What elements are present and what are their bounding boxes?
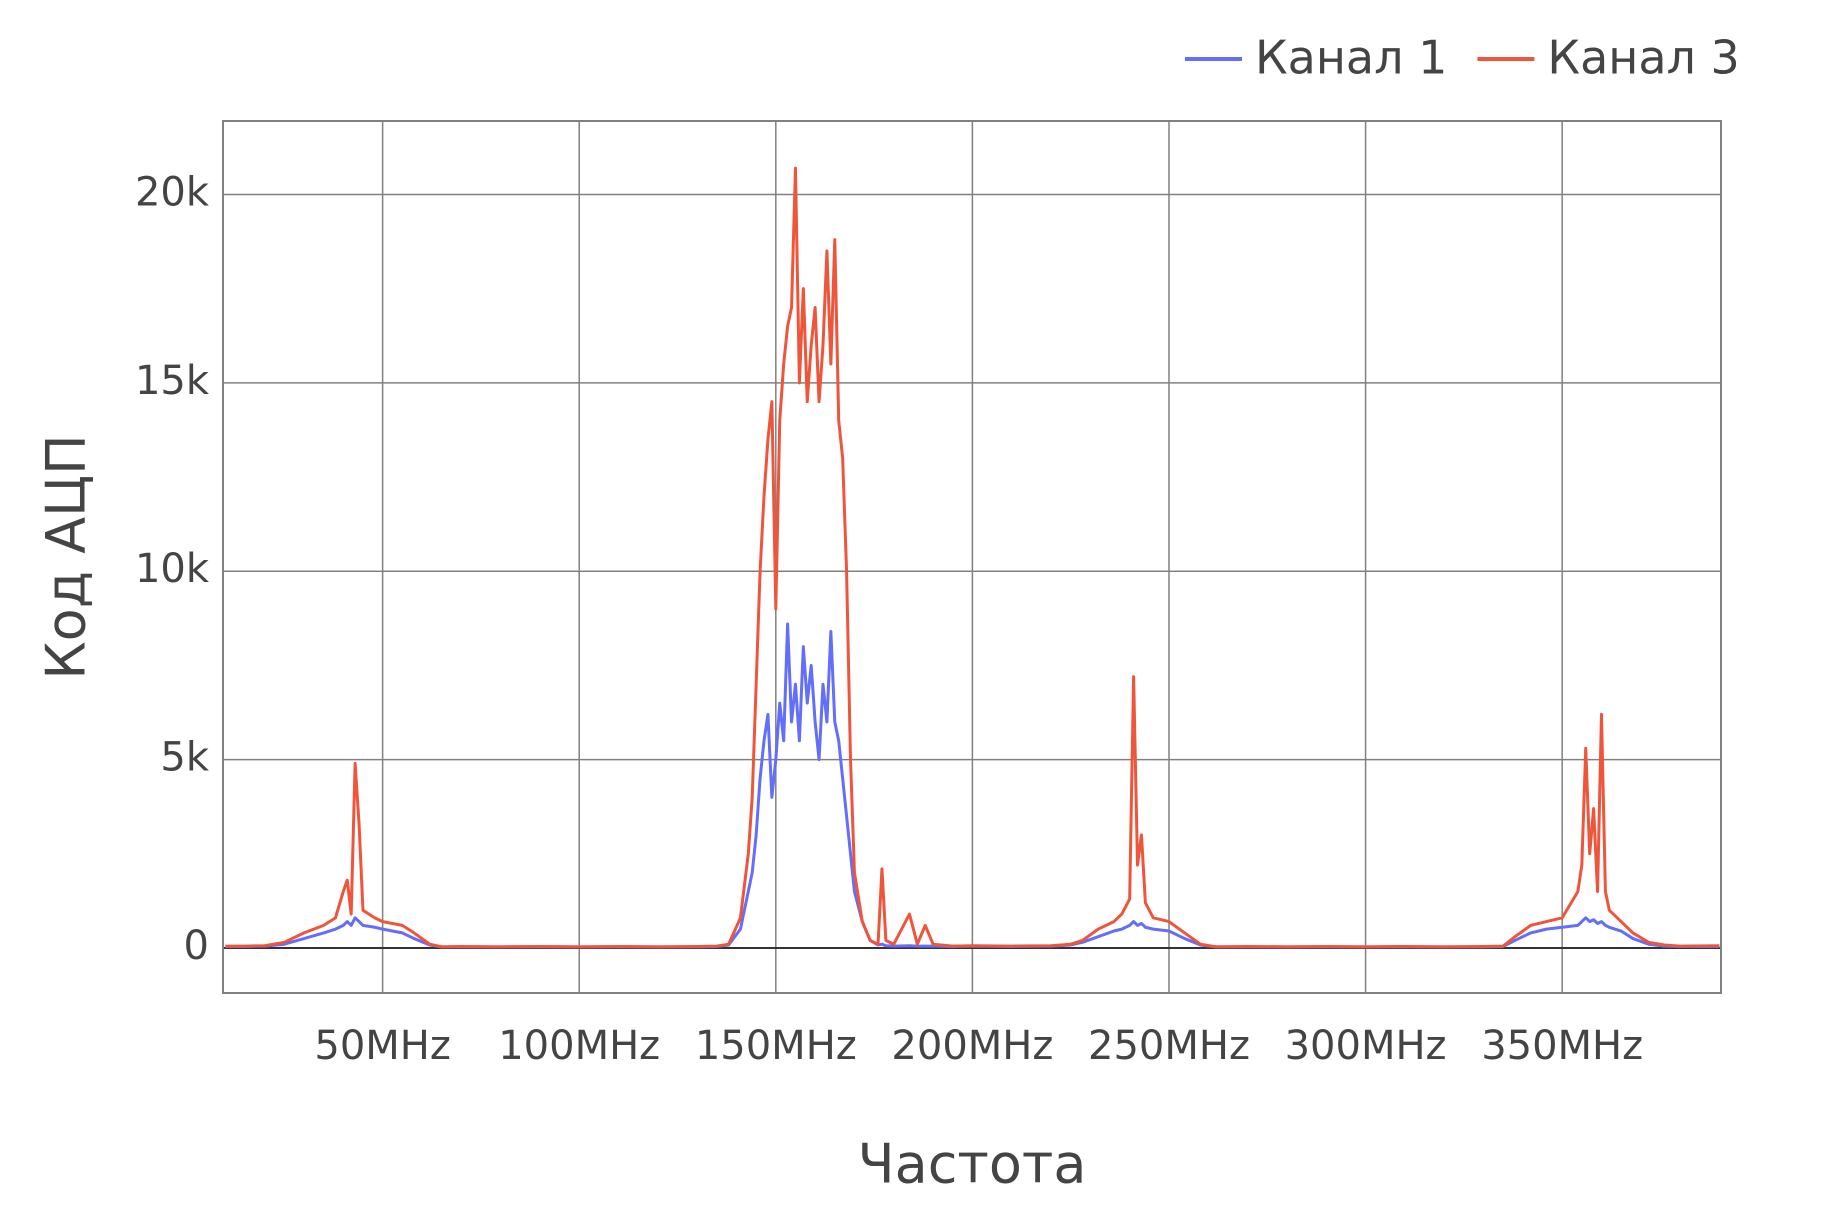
y-tick-label: 5k (160, 735, 209, 781)
legend-item[interactable]: Канал 3 (1477, 31, 1740, 85)
x-tick-label: 300MHz (1285, 1023, 1447, 1069)
y-tick-label: 20k (135, 169, 210, 215)
x-tick-label: 100MHz (498, 1023, 660, 1069)
legend-label: Канал 1 (1255, 31, 1447, 85)
data-line (225, 166, 1720, 949)
x-tick-label: 250MHz (1088, 1023, 1250, 1069)
x-tick-label: 350MHz (1481, 1023, 1643, 1069)
legend: Канал 1 Канал 3 (1185, 31, 1740, 85)
plot-border (222, 120, 1722, 994)
legend-label: Канал 3 (1547, 31, 1739, 85)
x-tick-label: 200MHz (891, 1023, 1053, 1069)
y-tick-label: 0 (184, 923, 209, 969)
y-axis-title: Код АЦП (35, 434, 98, 679)
y-tick-label: 15k (135, 358, 210, 404)
x-axis-title: Частота (858, 1133, 1087, 1196)
legend-item[interactable]: Канал 1 (1185, 31, 1447, 85)
x-tick-label: 150MHz (695, 1023, 857, 1069)
x-tick-label: 50MHz (314, 1023, 450, 1069)
y-tick-label: 10k (135, 546, 210, 592)
